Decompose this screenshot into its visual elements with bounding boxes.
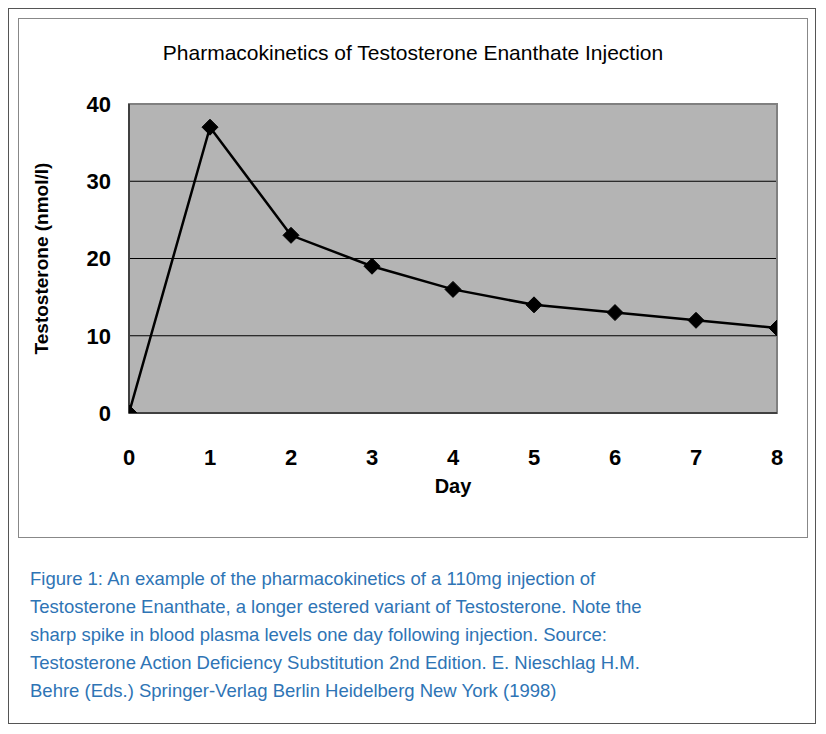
svg-text:20: 20 (87, 246, 111, 271)
html-text:Testosterone Enanthate, a long: Testosterone Enanthate, a longer estered… (30, 596, 642, 617)
svg-text:6: 6 (609, 445, 621, 470)
svg-text:4: 4 (447, 445, 460, 470)
svg-text:7: 7 (690, 445, 702, 470)
html-text:Pharmacokinetics of Testostero: Pharmacokinetics of Testosterone Enantha… (162, 41, 664, 64)
svg-text:Day: Day (435, 475, 473, 497)
svg-text:5: 5 (528, 445, 540, 470)
html-text:Behre (Eds.) Springer-Verlag B: Behre (Eds.) Springer-Verlag Berlin Heid… (30, 680, 557, 701)
svg-text:Testosterone (nmol/l): Testosterone (nmol/l) (31, 163, 52, 355)
svg-text:1: 1 (204, 445, 216, 470)
svg-text:30: 30 (87, 169, 111, 194)
svg-text:2: 2 (285, 445, 297, 470)
svg-text:0: 0 (99, 401, 111, 426)
svg-text:40: 40 (87, 92, 111, 117)
svg-text:3: 3 (366, 445, 378, 470)
html-text:Figure 1: An example of the ph: Figure 1: An example of the pharmacokine… (30, 568, 596, 589)
svg-text:0: 0 (123, 445, 135, 470)
html-text:Testosterone Action Deficiency: Testosterone Action Deficiency Substitut… (30, 652, 640, 673)
svg-text:8: 8 (771, 445, 783, 470)
html-text:sharp spike in blood plasma le: sharp spike in blood plasma levels one d… (30, 624, 607, 645)
svg-text:10: 10 (87, 324, 111, 349)
